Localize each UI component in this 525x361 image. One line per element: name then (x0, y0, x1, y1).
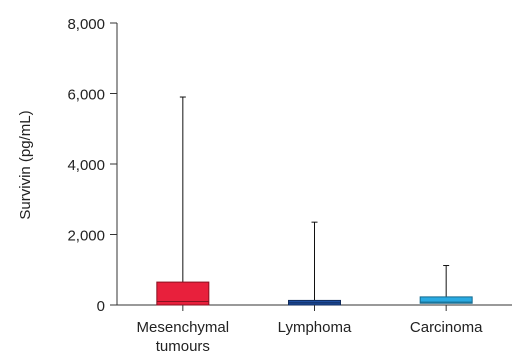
y-tick-label: 8,000 (67, 16, 105, 33)
x-tick-label: Mesenchymal tumours (137, 319, 230, 355)
x-tick-label: Lymphoma (278, 319, 352, 336)
boxes (156, 96, 473, 306)
box-1 (288, 221, 341, 306)
y-tick-label: 4,000 (67, 157, 105, 174)
x-tick-label-line: Mesenchymal (137, 319, 230, 336)
y-tick-label: 0 (97, 298, 105, 315)
y-ticks: 0 2,000 4,000 6,000 8,000 (67, 16, 117, 315)
y-tick-label: 2,000 (67, 228, 105, 245)
x-tick-labels: Mesenchymal tumours Lymphoma Carcinoma (137, 305, 483, 355)
x-tick-label-line: tumours (156, 338, 210, 355)
box-body (419, 296, 473, 304)
x-tick-label: Carcinoma (410, 319, 483, 336)
y-tick-label: 6,000 (67, 87, 105, 104)
box-2 (419, 265, 473, 304)
x-tick-label-line: Carcinoma (410, 319, 483, 336)
y-axis-label: Survivin (pg/mL) (17, 110, 34, 219)
x-tick-label-line: Lymphoma (278, 319, 352, 336)
box-0 (156, 96, 210, 306)
